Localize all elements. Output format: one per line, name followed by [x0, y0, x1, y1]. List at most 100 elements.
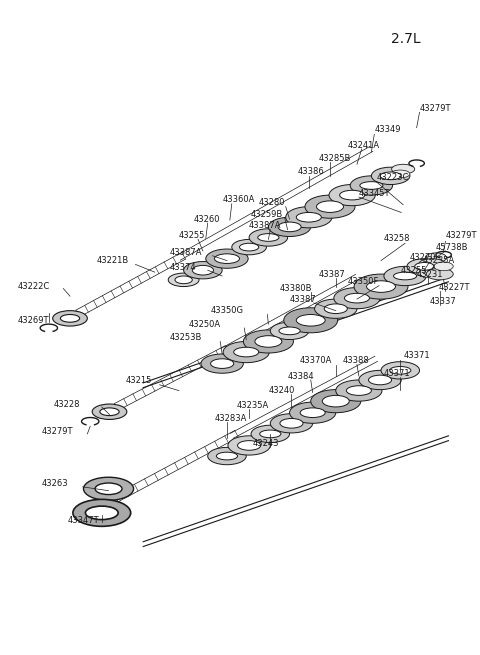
Text: 43337: 43337 — [429, 297, 456, 305]
Ellipse shape — [279, 327, 300, 335]
Ellipse shape — [316, 201, 344, 212]
Text: 43386: 43386 — [297, 168, 324, 176]
Text: 43241A: 43241A — [348, 141, 380, 149]
Ellipse shape — [322, 396, 349, 407]
Ellipse shape — [367, 281, 396, 292]
Ellipse shape — [85, 506, 118, 519]
Text: 43285B: 43285B — [318, 154, 351, 163]
Ellipse shape — [324, 304, 348, 314]
Text: 45738B: 45738B — [436, 242, 468, 252]
Text: 43260: 43260 — [193, 215, 220, 223]
Text: 43350F: 43350F — [348, 277, 379, 286]
Text: 43235A: 43235A — [237, 400, 269, 409]
Ellipse shape — [296, 212, 321, 222]
Text: 43370A: 43370A — [299, 356, 332, 365]
Ellipse shape — [329, 185, 375, 206]
Ellipse shape — [350, 176, 393, 195]
Ellipse shape — [201, 354, 243, 373]
Text: 43374: 43374 — [169, 263, 196, 272]
Ellipse shape — [340, 191, 365, 200]
Ellipse shape — [234, 347, 259, 357]
Text: 43259B: 43259B — [251, 210, 283, 219]
Ellipse shape — [208, 447, 246, 464]
Ellipse shape — [168, 273, 199, 287]
Text: 43255: 43255 — [400, 266, 427, 274]
Text: 43349: 43349 — [374, 125, 401, 134]
Text: 43243: 43243 — [253, 439, 279, 448]
Ellipse shape — [95, 483, 122, 495]
Text: 43263: 43263 — [41, 479, 68, 489]
Ellipse shape — [347, 386, 372, 396]
Ellipse shape — [434, 262, 453, 271]
Text: 43387: 43387 — [318, 270, 345, 278]
Text: 43279T: 43279T — [41, 426, 72, 436]
Ellipse shape — [384, 267, 426, 286]
Text: 43215: 43215 — [126, 377, 152, 385]
Ellipse shape — [394, 272, 417, 280]
Ellipse shape — [240, 243, 259, 251]
Ellipse shape — [345, 293, 370, 303]
Text: 2.7L: 2.7L — [391, 32, 420, 46]
Text: 43345T: 43345T — [359, 189, 390, 198]
Ellipse shape — [184, 261, 222, 279]
Ellipse shape — [369, 375, 392, 384]
Text: 43387A: 43387A — [249, 221, 282, 231]
Ellipse shape — [354, 274, 408, 299]
Ellipse shape — [415, 263, 434, 271]
Text: 43283A: 43283A — [215, 414, 247, 423]
Ellipse shape — [258, 234, 279, 241]
Text: 43235A: 43235A — [422, 256, 455, 265]
Ellipse shape — [216, 452, 238, 460]
Ellipse shape — [284, 308, 338, 333]
Ellipse shape — [336, 380, 382, 401]
Ellipse shape — [268, 217, 311, 236]
Text: 43384: 43384 — [288, 371, 314, 381]
Text: 43255: 43255 — [179, 231, 205, 240]
Ellipse shape — [426, 269, 453, 280]
Ellipse shape — [314, 299, 357, 318]
Ellipse shape — [238, 441, 261, 450]
Ellipse shape — [311, 390, 361, 413]
Text: 43371: 43371 — [403, 351, 430, 360]
Ellipse shape — [417, 267, 440, 278]
Ellipse shape — [206, 249, 248, 269]
Ellipse shape — [372, 167, 410, 185]
Text: 43222C: 43222C — [18, 282, 50, 291]
Text: 43221B: 43221B — [97, 256, 129, 265]
Ellipse shape — [215, 254, 240, 263]
Ellipse shape — [92, 404, 127, 419]
Text: 43388: 43388 — [343, 356, 369, 365]
Text: 43270: 43270 — [410, 253, 436, 262]
Text: 43223C: 43223C — [376, 174, 408, 182]
Ellipse shape — [60, 314, 80, 322]
Text: 43269T: 43269T — [18, 316, 49, 325]
Ellipse shape — [425, 253, 446, 263]
Ellipse shape — [84, 477, 133, 500]
Ellipse shape — [192, 265, 214, 275]
Ellipse shape — [223, 341, 269, 363]
Ellipse shape — [175, 276, 192, 284]
Ellipse shape — [73, 499, 131, 527]
Text: 43280: 43280 — [259, 198, 285, 208]
Ellipse shape — [296, 314, 325, 326]
Text: 43227T: 43227T — [439, 283, 470, 292]
Ellipse shape — [232, 239, 266, 255]
Ellipse shape — [260, 430, 281, 438]
Ellipse shape — [300, 408, 325, 417]
Ellipse shape — [286, 207, 332, 228]
Text: 43387A: 43387A — [169, 248, 202, 257]
Text: 43371: 43371 — [384, 369, 410, 378]
Ellipse shape — [255, 335, 282, 347]
Ellipse shape — [228, 436, 270, 455]
Text: 43279T: 43279T — [420, 104, 451, 113]
Ellipse shape — [334, 288, 380, 309]
Text: 43380B: 43380B — [280, 284, 312, 293]
Text: 43231: 43231 — [417, 270, 443, 278]
Ellipse shape — [419, 259, 445, 271]
Ellipse shape — [278, 222, 301, 232]
Ellipse shape — [280, 419, 303, 428]
Ellipse shape — [243, 330, 293, 353]
Text: 43240: 43240 — [268, 386, 295, 395]
Ellipse shape — [53, 310, 87, 326]
Ellipse shape — [251, 425, 289, 443]
